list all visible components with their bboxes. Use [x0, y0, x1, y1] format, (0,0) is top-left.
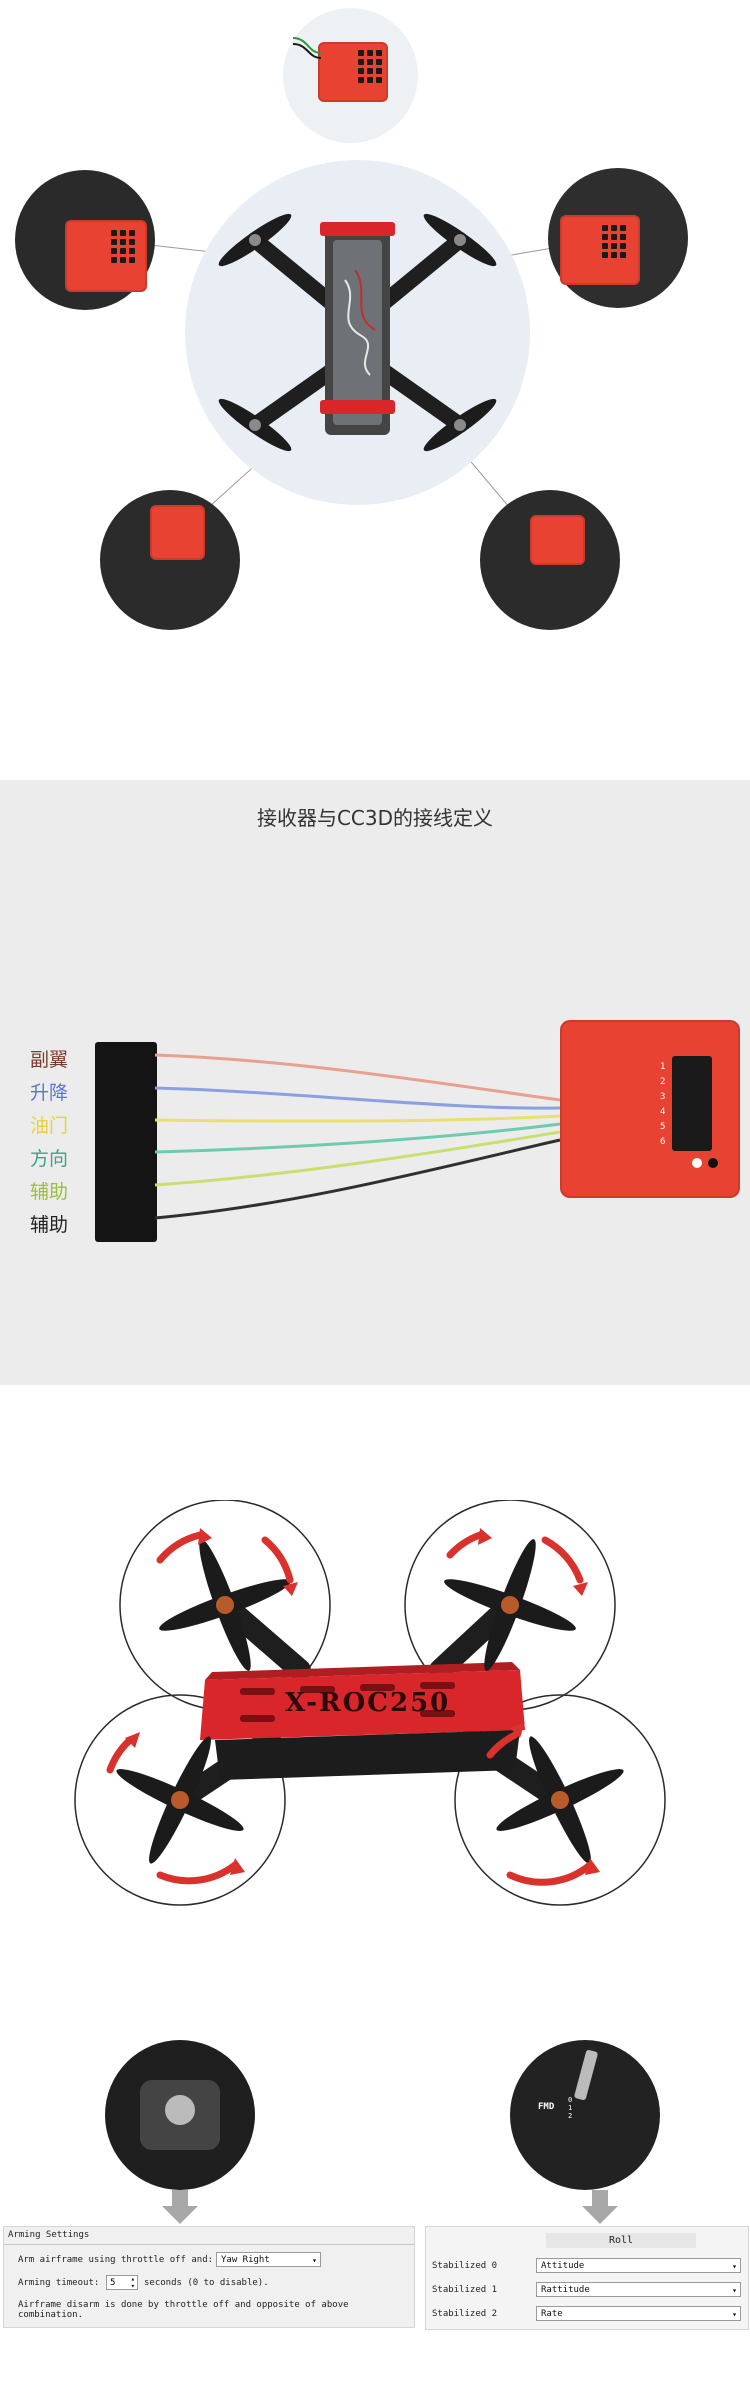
disarm-note: Airframe disarm is done by throttle off … — [18, 2300, 349, 2320]
wire-icon — [292, 37, 322, 59]
channel-label-throttle: 油门 — [30, 1115, 69, 1137]
cc3d-board-bottom-left — [150, 505, 205, 560]
led-black — [708, 1158, 718, 1168]
down-arrow-icon — [162, 2190, 198, 2224]
channel-label-aux2: 辅助 — [30, 1214, 69, 1236]
cc3d-board-right — [560, 215, 640, 285]
chevron-down-icon: ▾ — [732, 2310, 737, 2319]
throttle-stick-photo — [105, 2040, 255, 2190]
channel-label-aileron: 副翼 — [30, 1049, 69, 1071]
stabilized-2-label: Stabilized 2 — [432, 2309, 498, 2319]
arming-settings-title: Arming Settings — [8, 2230, 90, 2240]
switch-positions: 0 1 2 — [568, 2096, 573, 2120]
stabilized-1-select[interactable]: Rattitude ▾ — [536, 2282, 741, 2297]
stabilized-2-select[interactable]: Rate ▾ — [536, 2306, 741, 2321]
channel-label-aux1: 辅助 — [30, 1181, 69, 1203]
settings-section: FMD 0 1 2 Arming Settings Arm airframe u… — [0, 2040, 750, 2405]
arm-label: Arm airframe using throttle off and: — [18, 2255, 214, 2265]
servo-connectors — [95, 1042, 157, 1242]
led-white — [692, 1158, 702, 1168]
stabilization-panel: Roll Stabilized 0 Attitude ▾ Stabilized 1… — [425, 2226, 749, 2330]
stabilized-1-label: Stabilized 1 — [432, 2285, 498, 2295]
cc3d-board-left — [65, 220, 147, 292]
drone-rotation-illustration — [74, 1500, 666, 1906]
chevron-down-icon: ▾ — [732, 2286, 737, 2295]
wiring-title: 接收器与CC3D的接线定义 — [256, 806, 494, 830]
down-arrow-icon — [582, 2190, 618, 2224]
chevron-down-icon: ▾ — [312, 2256, 317, 2265]
pin-numbers: 1 2 3 4 5 6 — [660, 1062, 666, 1147]
switch-label: FMD — [538, 2102, 555, 2112]
arming-timeout-spinbox[interactable]: 5 ▴ ▾ — [106, 2275, 138, 2290]
spin-arrows-icon[interactable]: ▴ ▾ — [130, 2275, 135, 2290]
arming-settings-panel: Arming Settings Arm airframe using throt… — [3, 2226, 415, 2328]
roll-header: Roll — [546, 2233, 696, 2248]
mounting-diagram — [0, 0, 750, 700]
channel-label-elevator: 升降 — [30, 1082, 69, 1104]
chevron-down-icon: ▾ — [732, 2262, 737, 2271]
cc3d-board-top — [318, 42, 388, 102]
timeout-label: Arming timeout: — [18, 2278, 100, 2288]
stabilized-0-select[interactable]: Attitude ▾ — [536, 2258, 741, 2273]
stick-knob — [165, 2095, 195, 2125]
motor-rotation-diagram: X-ROC250 — [0, 1500, 750, 2060]
arm-combination-select[interactable]: Yaw Right ▾ — [216, 2252, 321, 2267]
receiver-wiring-photo: 接收器与CC3D的接线定义 副翼 升降 油门 方向 辅助 辅助 1 2 3 4 … — [0, 780, 750, 1385]
pin-header — [672, 1056, 712, 1151]
frame-label: X-ROC250 — [285, 1688, 451, 1718]
switch-photo: FMD 0 1 2 — [510, 2040, 660, 2190]
drone-top-view — [218, 213, 497, 452]
toggle-switch-icon — [573, 2049, 599, 2101]
cc3d-board: 1 2 3 4 5 6 — [560, 1020, 740, 1198]
stabilized-0-label: Stabilized 0 — [432, 2261, 498, 2271]
wire-bundle — [154, 1053, 561, 1220]
timeout-suffix: seconds (0 to disable). — [144, 2278, 269, 2288]
cc3d-board-bottom-right — [530, 515, 585, 565]
channel-label-rudder: 方向 — [30, 1148, 69, 1170]
